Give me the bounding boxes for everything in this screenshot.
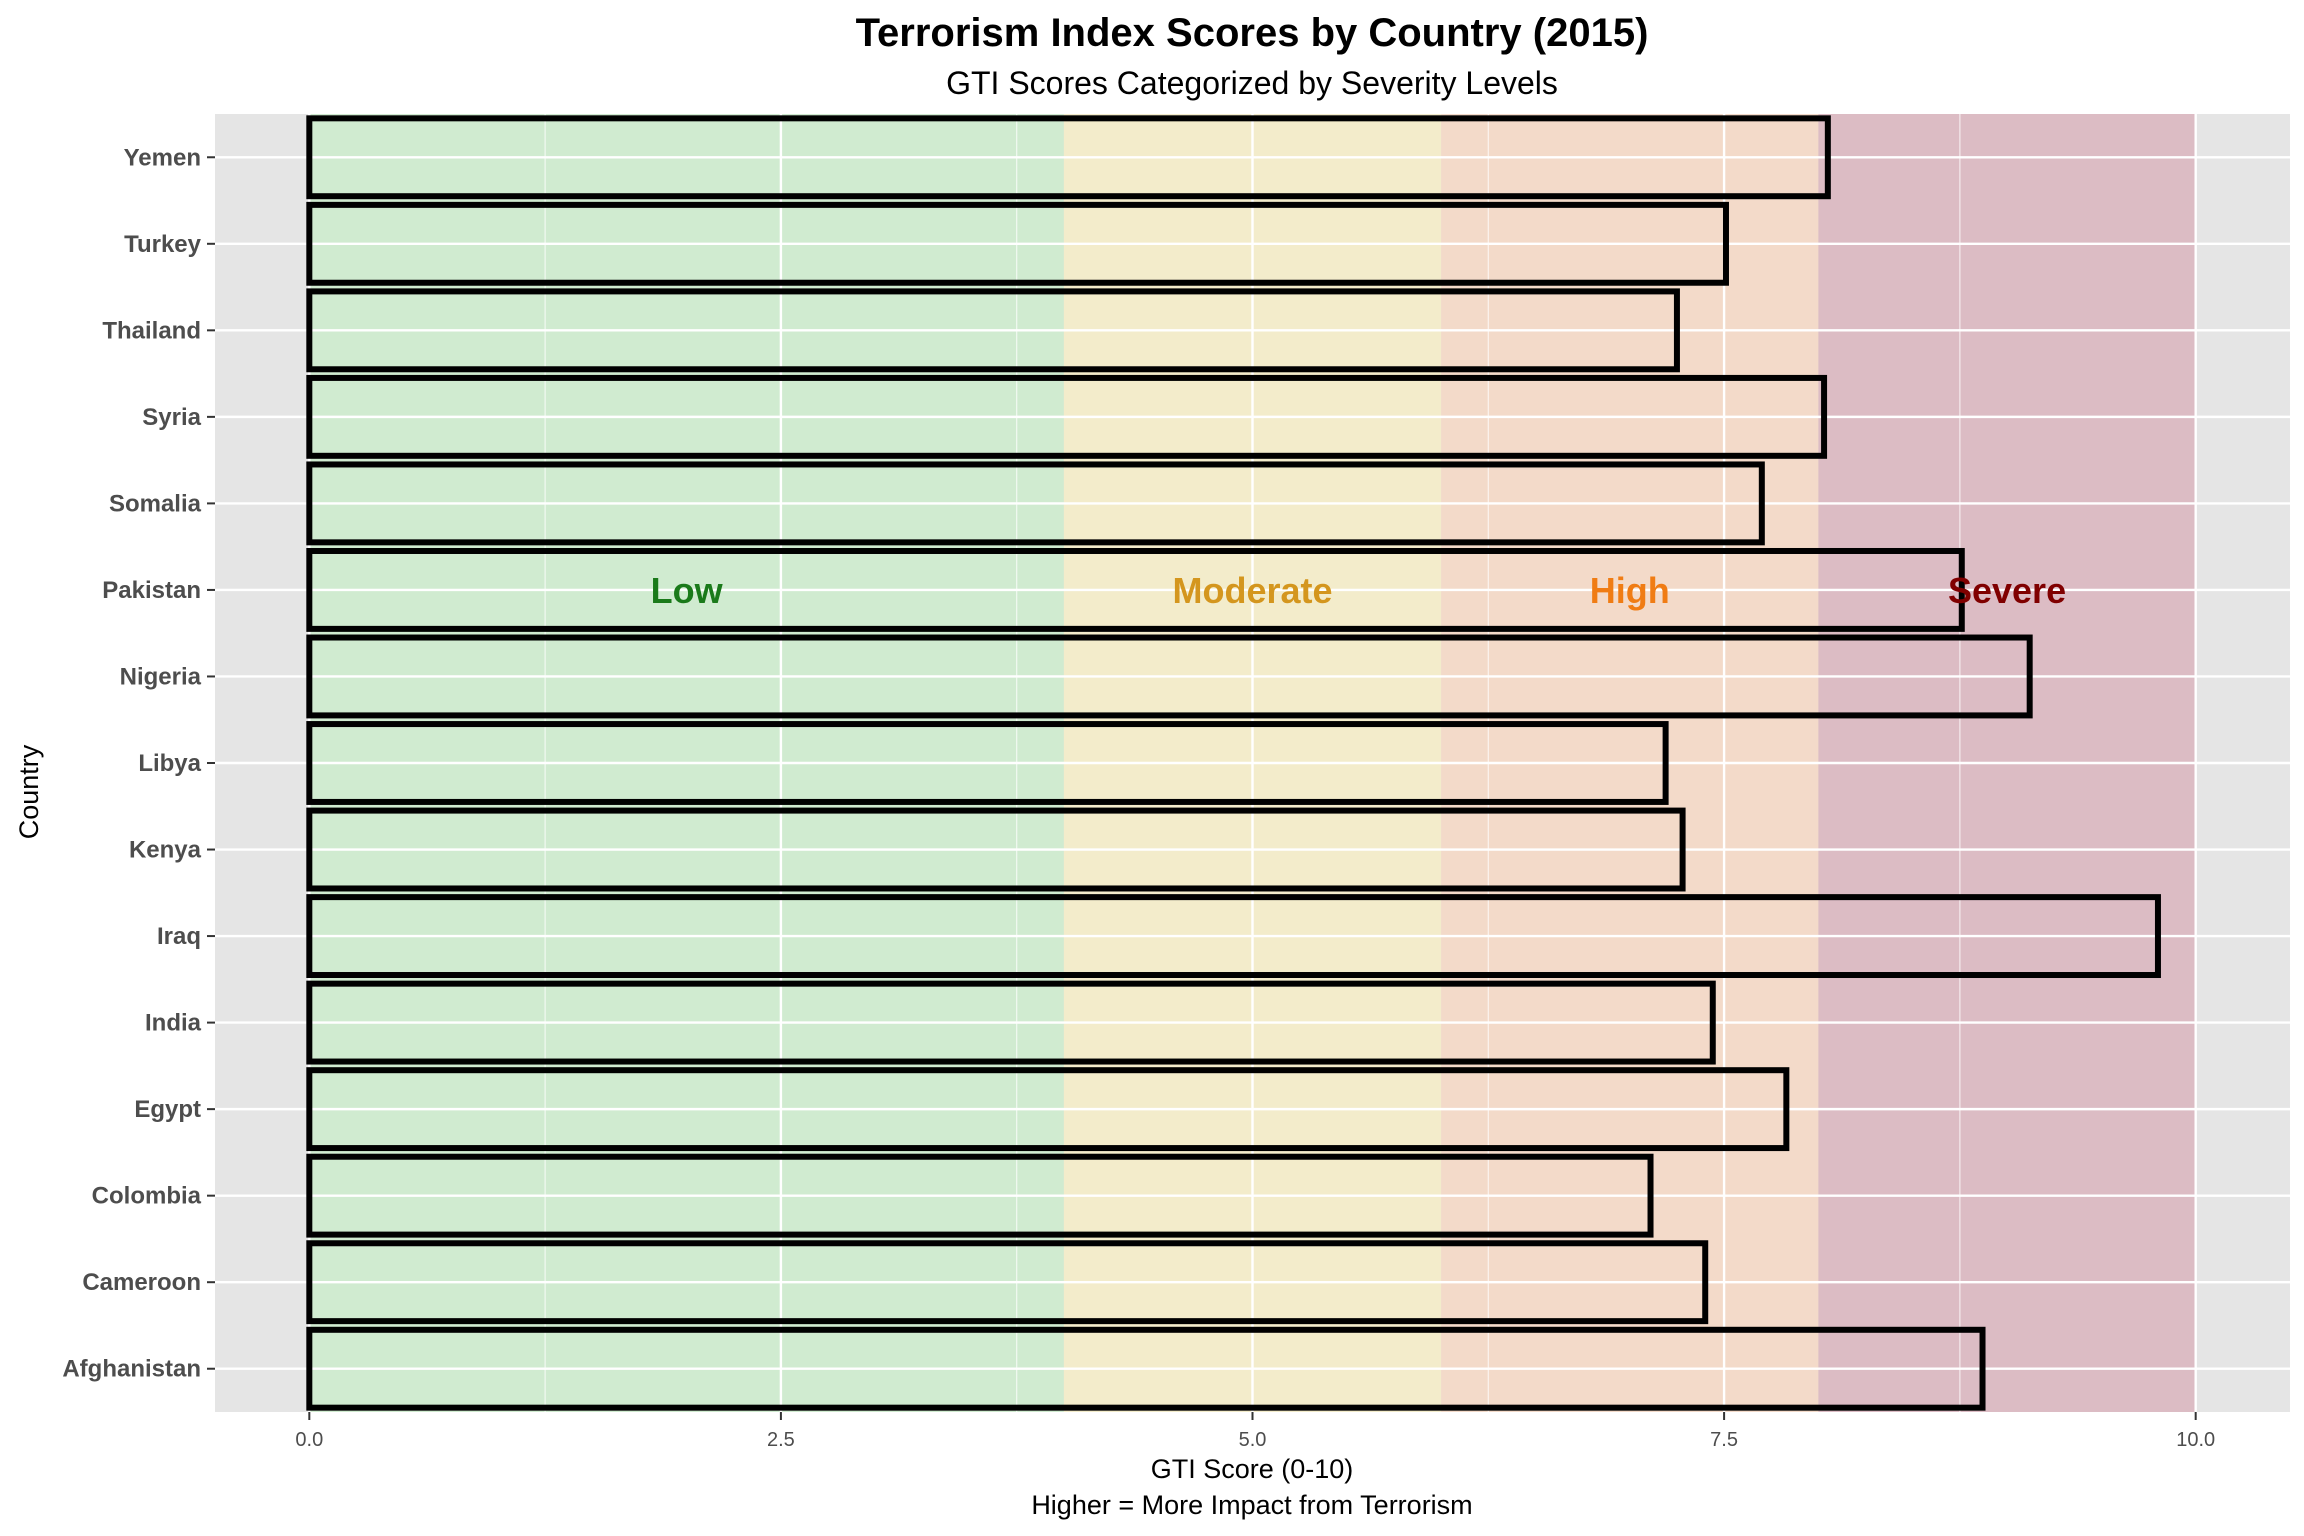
y-tick-label: Afghanistan	[62, 1356, 201, 1383]
x-axis-label: GTI Score (0-10)	[1151, 1454, 1354, 1484]
band-label-low: Low	[651, 570, 724, 611]
y-tick-label: Turkey	[124, 231, 202, 258]
bar-iraq	[306, 894, 2161, 979]
bar-afghanistan	[306, 1326, 1986, 1411]
y-tick-label: Cameroon	[82, 1269, 201, 1296]
bar-kenya	[306, 807, 1686, 892]
bar-pakistan	[306, 547, 1965, 632]
y-tick-label: India	[145, 1010, 202, 1037]
bar-libya	[306, 721, 1669, 805]
bar-nigeria	[306, 634, 2033, 719]
bar-syria	[306, 374, 1828, 459]
y-axis-label: Country	[14, 744, 44, 839]
chart-subtitle: GTI Scores Categorized by Severity Level…	[946, 65, 1558, 101]
bar-turkey	[306, 201, 1729, 286]
y-tick-label: Colombia	[92, 1183, 202, 1210]
chart-title: Terrorism Index Scores by Country (2015)	[856, 11, 1649, 55]
x-tick-label: 10.0	[2176, 1429, 2215, 1451]
band-label-severe: Severe	[1948, 570, 2066, 611]
bar-somalia	[306, 461, 1765, 546]
plot-panel: Low Moderate High Severe Afghanistan Cameroon…	[62, 114, 2290, 1451]
bar-yemen	[306, 115, 1831, 200]
y-tick-label: Somalia	[109, 490, 202, 517]
x-tick-label: 0.0	[295, 1429, 323, 1451]
y-tick-label: Libya	[138, 750, 201, 777]
x-tick-label: 7.5	[1710, 1429, 1738, 1451]
y-tick-label: Kenya	[129, 837, 202, 864]
y-tick-label: Iraq	[157, 923, 201, 950]
y-tick-label: Pakistan	[102, 577, 201, 604]
band-label-moderate: Moderate	[1172, 570, 1332, 611]
bar-thailand	[306, 288, 1680, 373]
x-axis-note: Higher = More Impact from Terrorism	[1031, 1490, 1472, 1520]
x-tick-label: 2.5	[767, 1429, 795, 1451]
bar-india	[306, 980, 1716, 1065]
y-tick-label: Thailand	[102, 317, 201, 344]
y-tick-label: Egypt	[134, 1096, 201, 1123]
y-tick-label: Syria	[142, 404, 201, 431]
bar-colombia	[306, 1153, 1654, 1238]
band-label-high: High	[1590, 570, 1670, 611]
y-tick-label: Yemen	[124, 144, 201, 171]
bar-cameroon	[306, 1240, 1709, 1325]
y-tick-label: Nigeria	[120, 663, 202, 690]
bar-egypt	[306, 1067, 1790, 1152]
x-tick-label: 5.0	[1239, 1429, 1267, 1451]
